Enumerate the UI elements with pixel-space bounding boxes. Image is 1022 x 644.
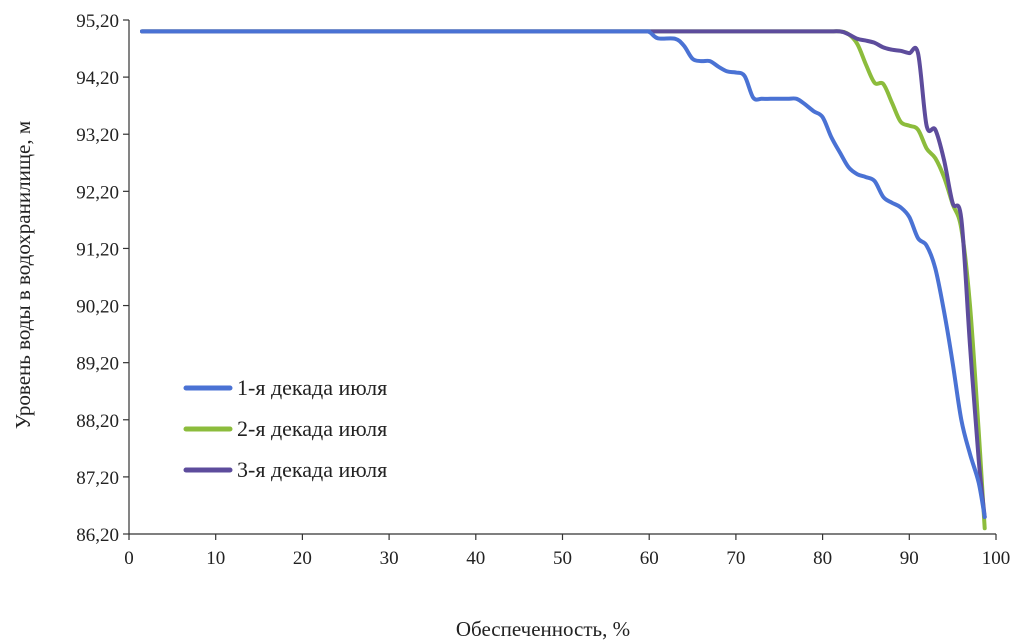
x-tick-label: 90 bbox=[900, 548, 919, 569]
y-tick-label: 94,20 bbox=[76, 68, 119, 89]
legend: 1-я декада июля 2-я декада июля 3-я декада… bbox=[183, 375, 387, 482]
y-tick-label: 93,20 bbox=[76, 125, 119, 146]
series-line-1 bbox=[140, 29, 987, 519]
legend-label-3: 3-я декада июля bbox=[237, 457, 387, 482]
y-tick-label: 92,20 bbox=[76, 182, 119, 203]
series-line-2 bbox=[140, 29, 987, 531]
x-tick-label: 100 bbox=[982, 548, 1011, 569]
y-tick-label: 90,20 bbox=[76, 297, 119, 318]
y-tick-label: 95,20 bbox=[76, 11, 119, 32]
x-tick-label: 20 bbox=[293, 548, 312, 569]
x-axis-title: Обеспеченность, % bbox=[456, 617, 630, 641]
x-tick-label: 50 bbox=[553, 548, 572, 569]
y-tick-label: 91,20 bbox=[76, 239, 119, 260]
x-tick-label: 30 bbox=[380, 548, 399, 569]
y-tick-label: 87,20 bbox=[76, 468, 119, 489]
series-layer bbox=[140, 29, 987, 531]
y-tick-label: 86,20 bbox=[76, 525, 119, 546]
series-line-3 bbox=[140, 29, 987, 519]
x-tick-label: 0 bbox=[124, 548, 134, 569]
x-tick-label: 80 bbox=[813, 548, 832, 569]
legend-label-2: 2-я декада июля bbox=[237, 416, 387, 441]
y-axis-title: Уровень воды в водохранилище, м bbox=[11, 121, 35, 429]
chart-axes: 86,20 87,20 88,20 89,20 90,20 91,20 92,20 93,20… bbox=[76, 11, 1010, 569]
x-tick-label: 10 bbox=[206, 548, 225, 569]
y-tick-label: 88,20 bbox=[76, 411, 119, 432]
x-tick-label: 40 bbox=[466, 548, 485, 569]
x-tick-label: 60 bbox=[640, 548, 659, 569]
y-tick-label: 89,20 bbox=[76, 354, 119, 375]
legend-label-1: 1-я декада июля bbox=[237, 375, 387, 400]
x-tick-label: 70 bbox=[726, 548, 745, 569]
